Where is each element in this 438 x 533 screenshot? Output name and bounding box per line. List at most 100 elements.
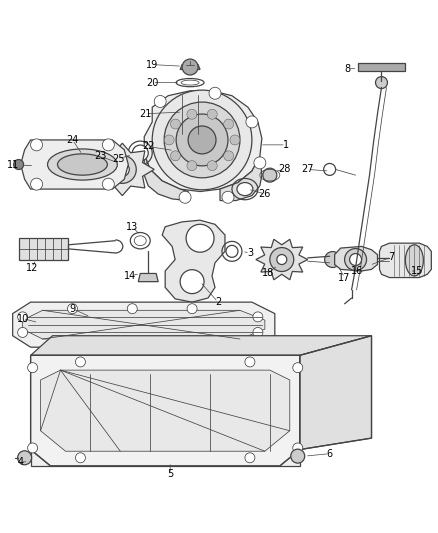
Circle shape xyxy=(254,157,266,169)
Circle shape xyxy=(170,151,180,161)
Circle shape xyxy=(226,245,238,257)
Circle shape xyxy=(245,453,255,463)
Circle shape xyxy=(152,90,252,190)
Polygon shape xyxy=(357,63,406,71)
Ellipse shape xyxy=(57,154,107,175)
Text: 15: 15 xyxy=(411,266,424,276)
Text: 2: 2 xyxy=(215,297,221,307)
Circle shape xyxy=(170,119,180,129)
Circle shape xyxy=(253,327,263,337)
Circle shape xyxy=(324,164,336,175)
Circle shape xyxy=(293,443,303,453)
Text: 10: 10 xyxy=(17,313,29,324)
Text: 12: 12 xyxy=(26,263,39,273)
Circle shape xyxy=(67,304,78,314)
Circle shape xyxy=(154,95,166,108)
Text: 28: 28 xyxy=(279,164,291,174)
Circle shape xyxy=(263,168,277,182)
Text: 20: 20 xyxy=(146,78,159,87)
Circle shape xyxy=(127,304,137,314)
Polygon shape xyxy=(41,370,290,451)
Text: 23: 23 xyxy=(94,151,106,161)
Circle shape xyxy=(102,178,114,190)
Ellipse shape xyxy=(48,149,117,180)
Text: 5: 5 xyxy=(167,469,173,479)
Polygon shape xyxy=(90,143,154,196)
Text: 26: 26 xyxy=(259,189,271,199)
Circle shape xyxy=(18,312,28,322)
Text: 7: 7 xyxy=(389,252,395,262)
Text: 11: 11 xyxy=(7,159,19,169)
Polygon shape xyxy=(31,356,300,466)
Circle shape xyxy=(375,77,388,88)
Circle shape xyxy=(182,59,198,75)
Polygon shape xyxy=(300,336,371,449)
Circle shape xyxy=(277,255,287,264)
Circle shape xyxy=(18,451,32,465)
Polygon shape xyxy=(335,246,378,271)
Polygon shape xyxy=(144,91,262,191)
Text: 8: 8 xyxy=(345,63,351,74)
Circle shape xyxy=(164,102,240,178)
Text: 17: 17 xyxy=(339,272,351,282)
Circle shape xyxy=(14,159,24,169)
Circle shape xyxy=(132,145,148,161)
Circle shape xyxy=(350,254,361,265)
Polygon shape xyxy=(172,156,208,165)
Text: 16: 16 xyxy=(351,266,364,276)
Circle shape xyxy=(345,248,367,271)
Text: 21: 21 xyxy=(139,109,152,119)
Text: 4: 4 xyxy=(18,457,24,467)
Polygon shape xyxy=(23,310,265,339)
Text: 24: 24 xyxy=(66,135,79,145)
Polygon shape xyxy=(144,155,188,200)
Text: 13: 13 xyxy=(126,222,138,232)
Circle shape xyxy=(224,119,233,129)
Polygon shape xyxy=(180,64,200,69)
Text: 19: 19 xyxy=(146,60,159,70)
Circle shape xyxy=(115,163,129,176)
Polygon shape xyxy=(256,239,308,280)
Circle shape xyxy=(209,87,221,99)
Ellipse shape xyxy=(406,245,424,276)
Text: 14: 14 xyxy=(124,271,136,281)
Circle shape xyxy=(291,449,305,463)
Circle shape xyxy=(207,109,217,119)
Circle shape xyxy=(270,247,294,271)
Circle shape xyxy=(293,362,303,373)
Text: 3: 3 xyxy=(247,248,253,258)
Circle shape xyxy=(28,443,38,453)
Polygon shape xyxy=(178,136,202,145)
Circle shape xyxy=(108,156,136,183)
Circle shape xyxy=(180,270,204,294)
Ellipse shape xyxy=(134,236,146,246)
Circle shape xyxy=(188,126,216,154)
Circle shape xyxy=(67,336,78,345)
Circle shape xyxy=(31,139,42,151)
Polygon shape xyxy=(21,140,128,189)
Ellipse shape xyxy=(237,182,253,196)
Circle shape xyxy=(207,160,217,171)
Polygon shape xyxy=(220,156,262,200)
Circle shape xyxy=(246,116,258,128)
Polygon shape xyxy=(13,302,275,347)
Text: 27: 27 xyxy=(301,164,314,174)
Circle shape xyxy=(31,178,42,190)
Circle shape xyxy=(325,252,341,268)
Text: 25: 25 xyxy=(112,154,124,164)
Circle shape xyxy=(245,357,255,367)
Polygon shape xyxy=(379,243,431,278)
Polygon shape xyxy=(138,273,158,281)
Text: 1: 1 xyxy=(283,140,289,150)
Circle shape xyxy=(186,224,214,252)
Circle shape xyxy=(253,312,263,322)
Circle shape xyxy=(187,160,197,171)
Circle shape xyxy=(224,151,233,161)
Circle shape xyxy=(28,362,38,373)
Text: 22: 22 xyxy=(142,141,155,151)
Circle shape xyxy=(222,191,234,203)
Circle shape xyxy=(179,191,191,203)
Ellipse shape xyxy=(181,80,199,85)
Polygon shape xyxy=(31,356,300,466)
Polygon shape xyxy=(162,220,225,302)
